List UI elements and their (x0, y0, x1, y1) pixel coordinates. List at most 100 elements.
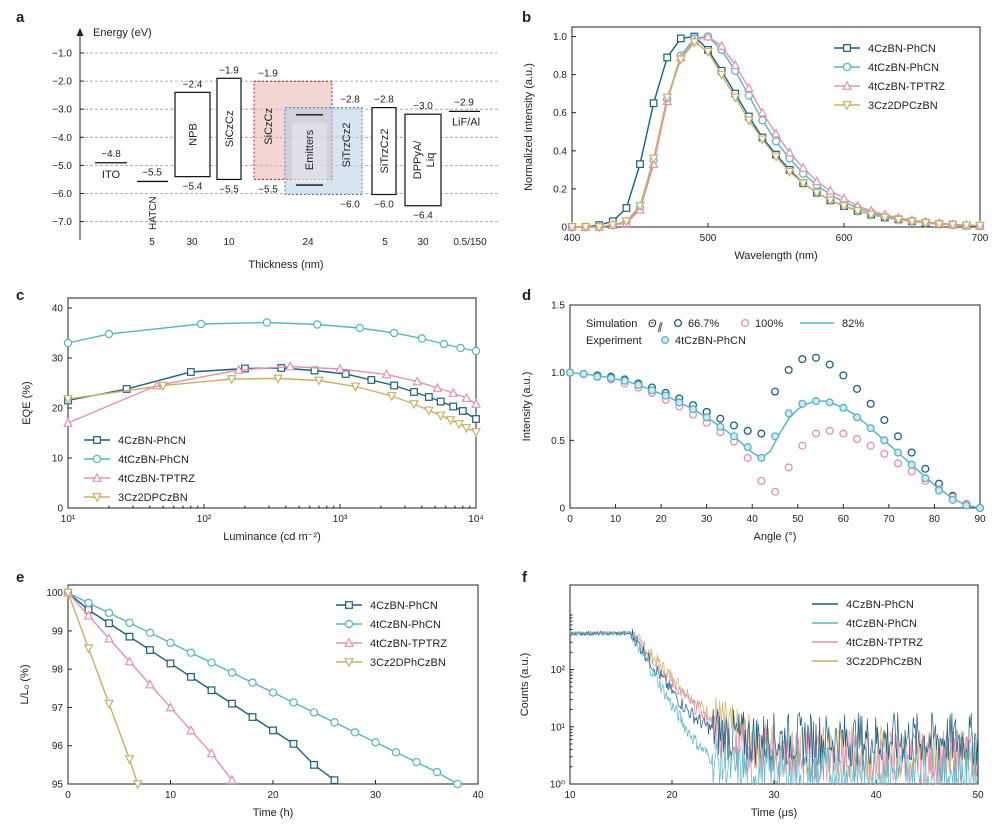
panel-d-angular-intensity: 0 10 20 30 40 50 60 70 80 90 0 0.5 1.0 1.5 Angle (°) In… (521, 287, 986, 543)
data-point-1 (798, 441, 807, 450)
y-tick-label: 10 (52, 454, 64, 465)
data-point (389, 328, 399, 338)
x-axis-label: Time (h) (253, 807, 294, 819)
data-point (771, 137, 781, 146)
legend-label: 66.7% (688, 318, 719, 330)
layer-name: SiCzCz (224, 111, 236, 148)
data-point (63, 588, 73, 599)
panel-label-c: c (16, 287, 24, 304)
data-point-3 (579, 369, 588, 379)
data-point (716, 40, 727, 50)
data-point (458, 407, 467, 415)
legend-marker (92, 454, 102, 464)
data-point-3 (661, 391, 670, 400)
legend-label: 4CzBN-PhCN (118, 435, 186, 447)
data-point (934, 220, 945, 230)
data-point (471, 398, 481, 408)
thickness-value: 30 (417, 237, 429, 248)
data-point (410, 388, 418, 396)
data-point (703, 31, 713, 41)
x-tick-label: 10¹ (61, 514, 76, 525)
hatcn-name: HATCN (148, 196, 159, 230)
ito-level-label: −4.8 (101, 149, 121, 160)
data-point (454, 420, 464, 430)
data-point-0 (839, 371, 848, 380)
layer-top-label: −2.8 (340, 95, 360, 106)
ito-name: ITO (102, 169, 121, 181)
layer-bottom-label: −6.0 (340, 200, 360, 211)
legend-marker (740, 318, 750, 328)
legend-label: 4tCzBN-PhCN (118, 454, 189, 466)
data-point (825, 185, 836, 195)
layer-top-label: −3.0 (413, 101, 433, 112)
pE-frame (67, 584, 479, 785)
data-point-3 (784, 409, 793, 418)
data-point (391, 748, 401, 757)
data-point (84, 598, 93, 608)
data-point (248, 678, 257, 687)
data-point (104, 699, 114, 710)
data-point (771, 128, 781, 138)
data-point (852, 206, 863, 217)
thickness-axis-label: Thickness (nm) (248, 259, 323, 271)
y-tick-label: 95 (52, 780, 64, 791)
layer-box-siczcz (216, 77, 242, 181)
data-point-3 (934, 486, 944, 495)
data-point-3 (688, 405, 698, 414)
y-tick-label: 0.8 (553, 70, 567, 81)
data-point (703, 47, 713, 58)
data-point-1 (784, 463, 793, 472)
data-point-1 (825, 426, 834, 435)
legend-label: 4tCzBN-PhCN (846, 618, 917, 630)
data-point (63, 395, 73, 405)
data-point (417, 334, 427, 343)
legend-marker (92, 472, 102, 482)
y-tick-label: 40 (52, 304, 64, 315)
data-point (449, 402, 458, 411)
x-tick-label: 60 (838, 514, 850, 525)
data-point-3 (825, 398, 834, 407)
legend-label: 4tCzBN-PhCN (675, 335, 746, 347)
data-point (461, 424, 472, 434)
x-tick-label: 10 (610, 514, 622, 525)
legend-marker (842, 101, 852, 111)
data-point (206, 747, 217, 758)
data-point-1 (770, 487, 780, 496)
legend-label: 4tCzBN-PhCN (868, 62, 939, 74)
legend-label: 100% (755, 318, 783, 330)
x-tick-label: 10³ (333, 514, 348, 525)
data-point-1 (893, 459, 903, 468)
panel-a-energy-diagram: a Energy (eV) −1.0 −2.0 −3.0 −4.0 −5.0 −6.0 −7.0… (16, 9, 500, 271)
thickness-value: 5 (382, 237, 388, 248)
data-point-3 (702, 413, 711, 422)
energy-tick-label: −5.0 (52, 161, 72, 172)
legend-label: 4CzBN-PhCN (370, 600, 438, 612)
energy-tick-label: −6.0 (52, 189, 72, 200)
pD-frame (569, 304, 981, 509)
x-tick-label: 10 (564, 790, 576, 801)
y-tick-label: 0 (57, 504, 63, 515)
panel-label-e: e (16, 569, 24, 586)
data-point-3 (675, 398, 684, 407)
data-point (241, 364, 249, 373)
y-tick-label: 0.4 (553, 146, 567, 157)
layer-top-label: −1.9 (258, 68, 278, 79)
panel-e-lifetime: 0 10 20 30 40 95 96 97 98 99 100 Time (h) L/L₀ (%) e 4… (16, 569, 484, 819)
layer-name: Emitters (304, 129, 316, 170)
data-point (355, 323, 365, 333)
y-tick-label: 100 (46, 588, 63, 599)
layer-top-label: −2.4 (183, 79, 203, 90)
data-point (675, 55, 686, 65)
data-point-3 (620, 376, 629, 385)
blue-host-region (284, 107, 363, 196)
decay-trace-1 (569, 630, 978, 786)
data-point (839, 193, 849, 203)
layer-name-line2: Liq (425, 153, 437, 168)
data-point (798, 162, 809, 172)
data-point-0 (757, 429, 766, 438)
hatcn-level-label: −5.5 (142, 167, 162, 178)
data-point (811, 188, 822, 199)
panel-f-transient-decay: 10 20 30 40 50 10⁰ 10¹ 10² Time (μs) Counts (a.u.… (519, 569, 984, 819)
layer-bottom-label: −5.5 (258, 184, 278, 195)
